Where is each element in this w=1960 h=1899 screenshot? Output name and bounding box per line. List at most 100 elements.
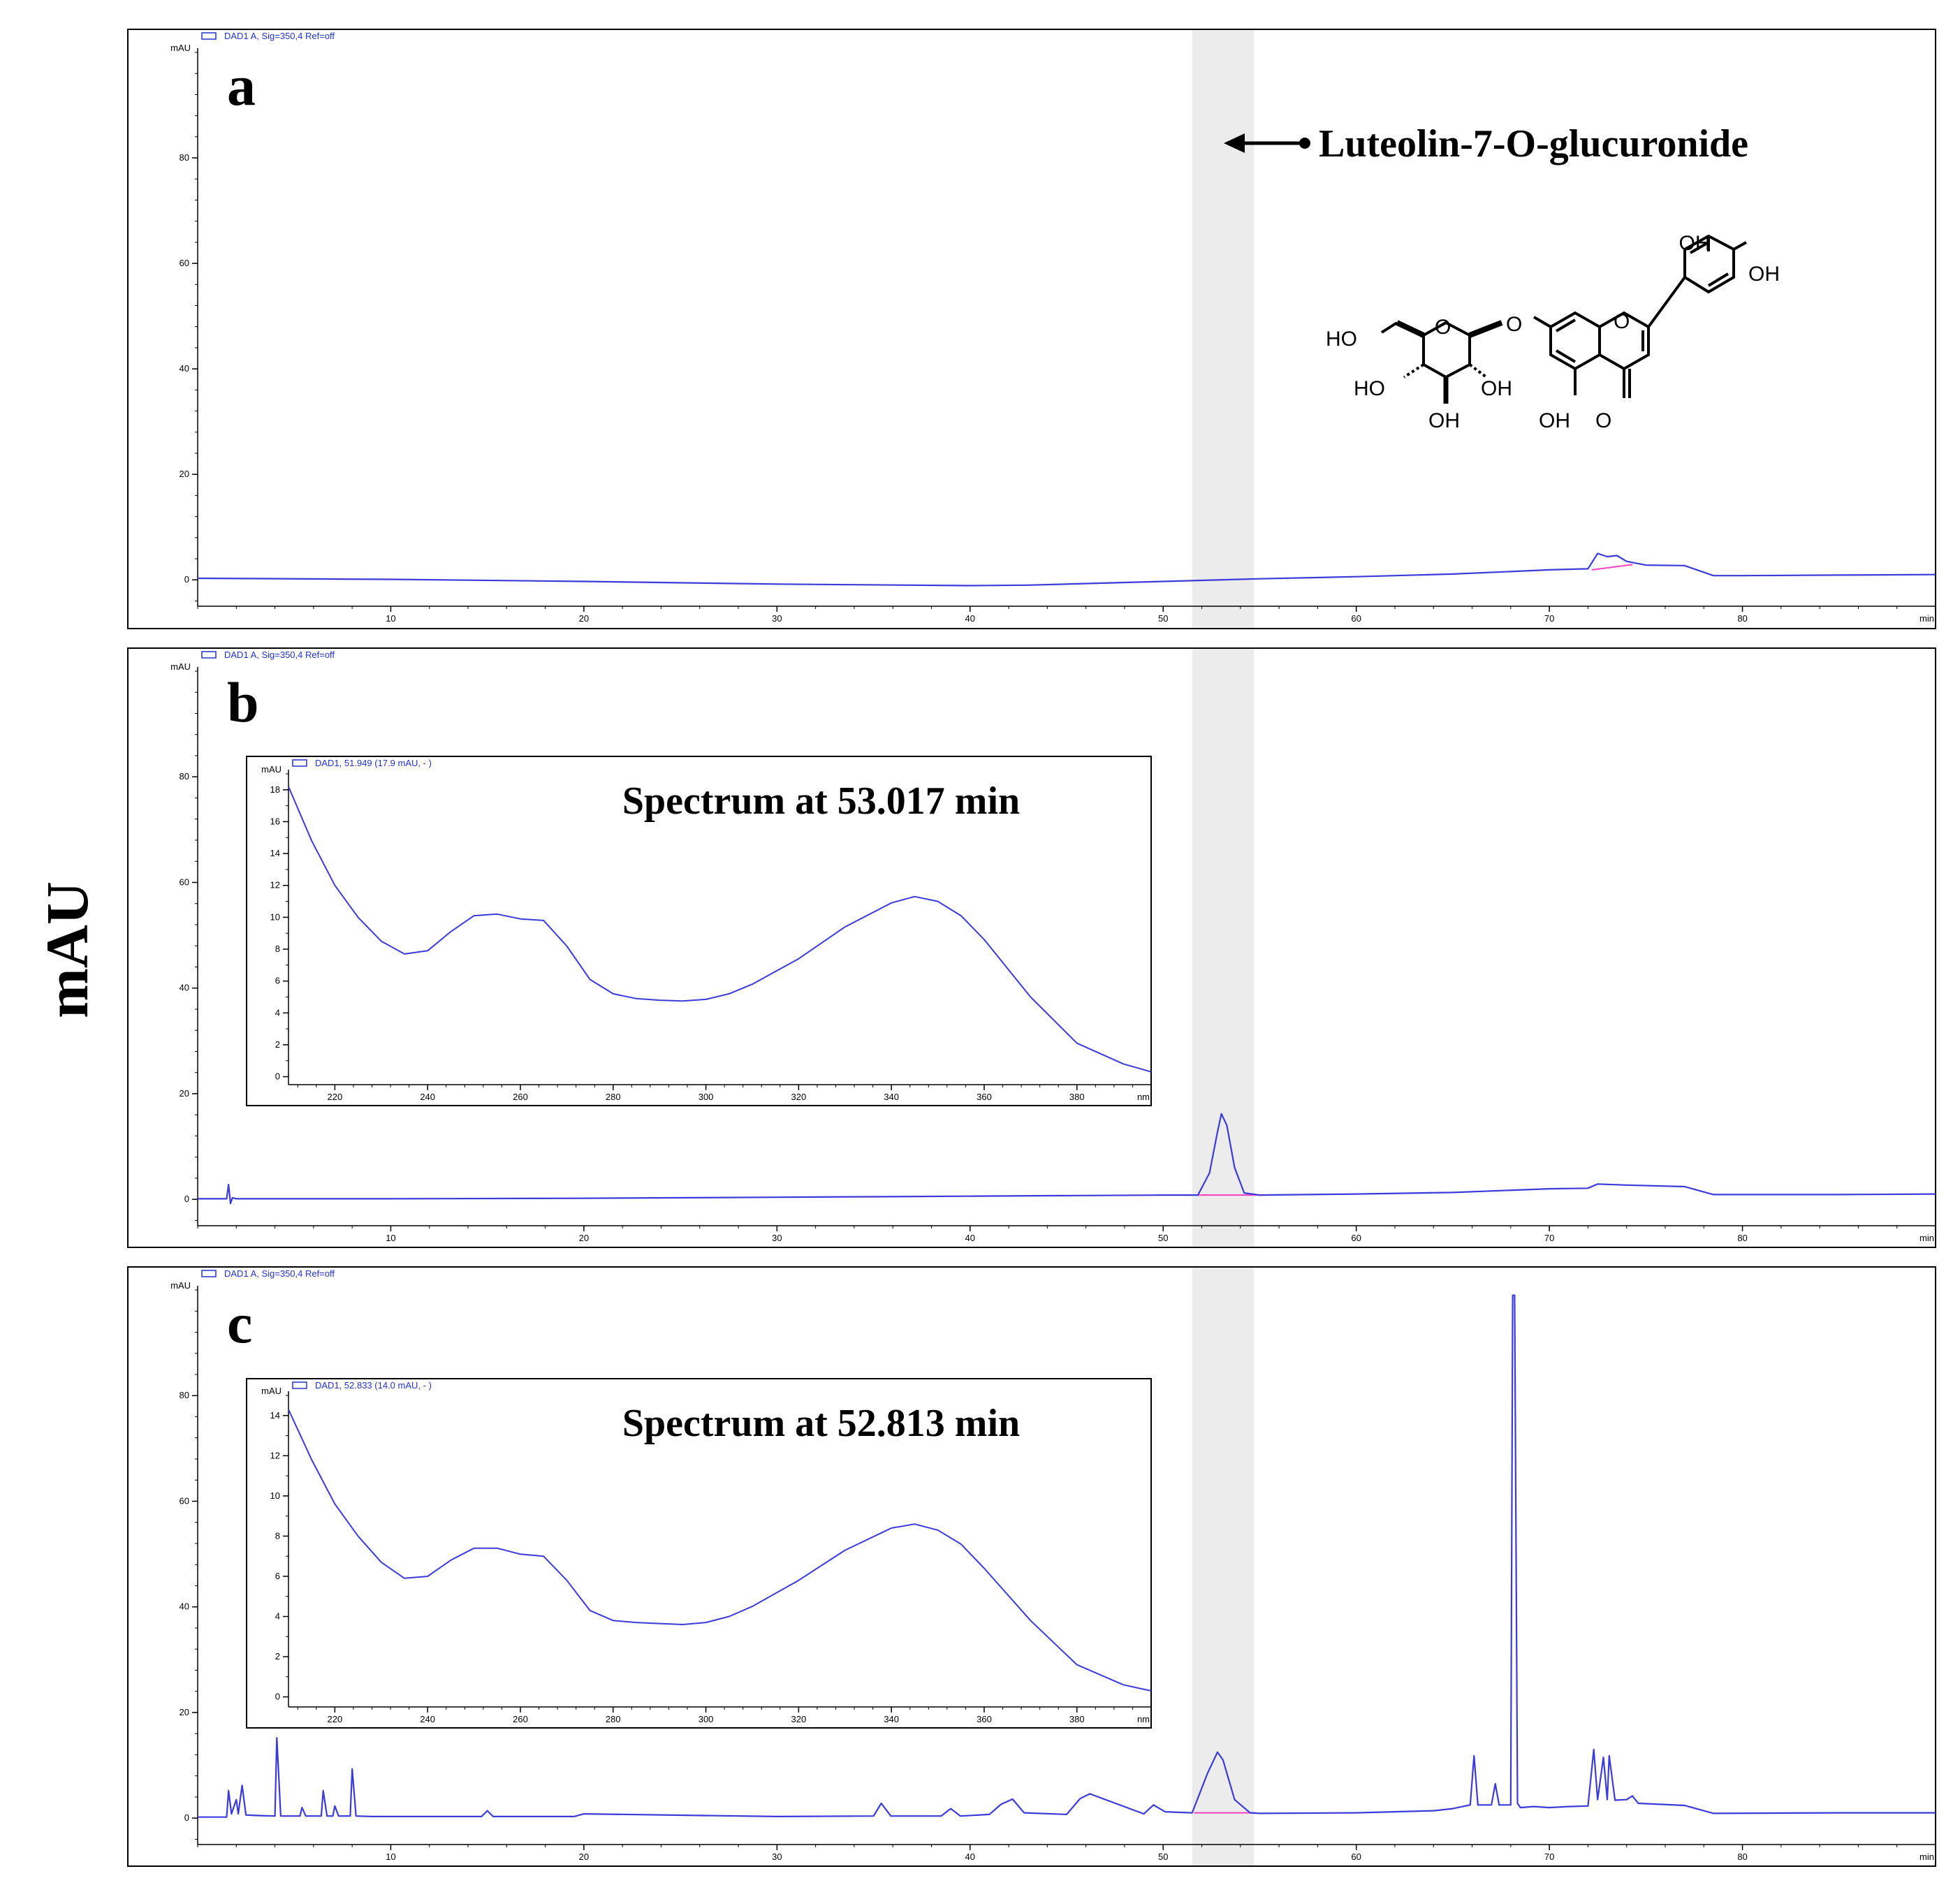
- structure-label-o-carbonyl: O: [1595, 409, 1611, 432]
- structure-label-ho-6: HO: [1326, 328, 1357, 351]
- x-tick-label: 40: [965, 613, 975, 624]
- structure-label-o-ring-c: O: [1614, 310, 1630, 333]
- chart-frame: [246, 756, 1152, 1106]
- chart-frame: [127, 29, 1936, 629]
- y-tick-label: 0: [184, 1194, 189, 1204]
- x-tick-label: 10: [386, 613, 395, 624]
- legend-swatch: [201, 651, 217, 659]
- x-ticks: 10 20 30 40 50 60 70 80: [197, 606, 1936, 624]
- series-line: [198, 1113, 1936, 1205]
- series-line: [288, 1409, 1152, 1692]
- y-tick-label: 16: [270, 816, 280, 826]
- x-tick-label: 360: [977, 1714, 992, 1724]
- y-tick-label: 8: [275, 1530, 280, 1541]
- x-unit-label: min: [1919, 1233, 1934, 1243]
- x-tick-label: 60: [1351, 1233, 1361, 1243]
- panel-a: 0 20 40 60 80 10 20 30 40 50 60 70 80 mAU min DAD1 A, S…: [127, 29, 1936, 629]
- y-tick-label: 20: [180, 469, 189, 479]
- y-tick-label: 60: [180, 1495, 189, 1506]
- y-tick-label: 6: [275, 1571, 280, 1581]
- annotation-dot: [1299, 138, 1310, 149]
- x-tick-label: 220: [328, 1092, 343, 1102]
- x-tick-label: 70: [1544, 1233, 1554, 1243]
- y-ticks: 0 2 4 6 8 10 12 14 16 18: [270, 773, 288, 1082]
- x-tick-label: 80: [1737, 613, 1747, 624]
- panel-letter: b: [227, 670, 259, 734]
- y-ticks: 0 20 40 60 80: [180, 670, 198, 1221]
- highlight-band: [1192, 30, 1255, 628]
- y-tick-label: 8: [275, 944, 280, 954]
- x-tick-label: 60: [1351, 1852, 1361, 1862]
- x-tick-label: 320: [791, 1714, 807, 1724]
- x-tick-label: 260: [513, 1092, 528, 1102]
- x-tick-label: 40: [965, 1852, 975, 1862]
- y-tick-label: 18: [270, 784, 280, 795]
- x-tick-label: 40: [965, 1233, 975, 1243]
- x-ticks: 10 20 30 40 50 60 70 80: [197, 1226, 1936, 1243]
- highlight-band: [1192, 649, 1255, 1247]
- inset-c-inset: 0 2 4 6 8 10 12 14 220 240 260 280 300 320 340 360 380 mA…: [246, 1378, 1152, 1729]
- x-tick-label: 10: [386, 1852, 395, 1862]
- trace-header: DAD1 A, Sig=350,4 Ref=off: [224, 31, 335, 41]
- x-tick-label: 300: [699, 1714, 714, 1724]
- x-tick-label: 30: [772, 1852, 782, 1862]
- y-tick-label: 80: [180, 771, 189, 782]
- x-tick-label: 50: [1158, 613, 1168, 624]
- x-tick-label: 240: [420, 1714, 435, 1724]
- y-tick-label: 4: [275, 1007, 280, 1018]
- structure-label-oh-5: OH: [1539, 409, 1570, 432]
- x-tick-label: 20: [579, 1233, 589, 1243]
- x-ticks: 220 240 260 280 300 320 340 360 380: [297, 1707, 1152, 1724]
- y-tick-label: 12: [270, 880, 280, 890]
- x-tick-label: 220: [328, 1714, 343, 1724]
- x-tick-label: 260: [513, 1714, 528, 1724]
- x-tick-label: 360: [977, 1092, 992, 1102]
- legend-swatch: [201, 32, 217, 40]
- x-tick-label: 380: [1069, 1092, 1085, 1102]
- y-tick-label: 40: [180, 1601, 189, 1612]
- y-unit-label: mAU: [261, 1386, 281, 1396]
- y-tick-label: 12: [270, 1450, 280, 1460]
- y-unit-label: mAU: [170, 661, 191, 672]
- y-tick-label: 14: [270, 848, 280, 858]
- y-ticks: 0 2 4 6 8 10 12 14: [270, 1395, 288, 1702]
- spectrum-title: Spectrum at 53.017 min: [622, 779, 1020, 823]
- y-tick-label: 60: [180, 877, 189, 887]
- x-unit-label: nm: [1137, 1092, 1150, 1102]
- y-tick-label: 40: [180, 363, 189, 374]
- trace-header: DAD1, 52.833 (14.0 mAU, - ): [315, 1380, 432, 1391]
- x-tick-label: 30: [772, 613, 782, 624]
- structure-label-ho-4: HO: [1354, 377, 1385, 400]
- x-tick-label: 340: [884, 1092, 899, 1102]
- spectrum-title: Spectrum at 52.813 min: [622, 1402, 1020, 1445]
- legend-swatch: [292, 1381, 307, 1389]
- y-tick-label: 10: [270, 911, 280, 922]
- x-tick-label: 80: [1737, 1852, 1747, 1862]
- y-tick-label: 0: [275, 1692, 280, 1702]
- structure-label-oh-4p: OH: [1748, 263, 1780, 286]
- x-tick-label: 50: [1158, 1233, 1168, 1243]
- x-tick-label: 60: [1351, 613, 1361, 624]
- y-tick-label: 2: [275, 1039, 280, 1050]
- trace-header: DAD1, 51.949 (17.9 mAU, - ): [315, 758, 432, 768]
- series-line: [197, 552, 1936, 587]
- chemical-structure: [1380, 234, 1747, 404]
- structure-label-oh-3: OH: [1428, 409, 1460, 432]
- x-unit-label: min: [1919, 1852, 1934, 1862]
- structure-label-oh-3p: OH: [1679, 232, 1711, 255]
- x-unit-label: min: [1919, 613, 1934, 624]
- legend-swatch: [201, 1270, 217, 1277]
- structure-label-o-ring-sugar: O: [1435, 316, 1451, 339]
- y-unit-label: mAU: [170, 1280, 191, 1291]
- structure-label-oh-2: OH: [1481, 377, 1512, 400]
- x-tick-label: 10: [386, 1233, 395, 1243]
- panel-letter: a: [227, 54, 256, 117]
- series-line: [288, 786, 1152, 1073]
- y-tick-label: 40: [180, 983, 189, 993]
- x-tick-label: 30: [772, 1233, 782, 1243]
- x-ticks: 220 240 260 280 300 320 340 360 380: [297, 1085, 1152, 1102]
- y-tick-label: 60: [180, 258, 189, 268]
- structure-label-o-glycosidic: O: [1506, 313, 1522, 336]
- y-tick-label: 14: [270, 1410, 280, 1421]
